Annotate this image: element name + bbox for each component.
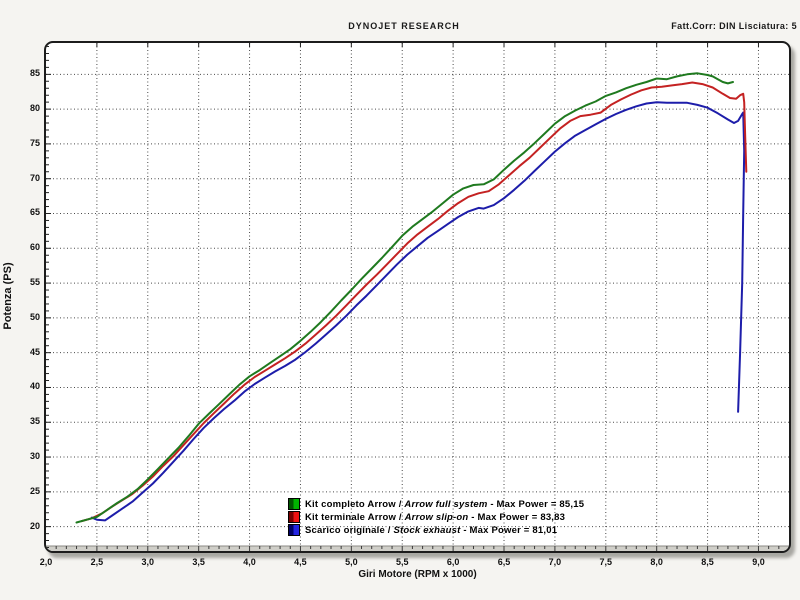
x-tick-label: 6,0 — [446, 557, 460, 567]
y-tick-label: 65 — [29, 207, 40, 218]
y-tick-label: 40 — [29, 381, 40, 392]
legend-label: Scarico originale / Stock exhaust - Max … — [305, 524, 558, 536]
y-tick-label: 50 — [29, 311, 40, 322]
y-tick-label: 35 — [29, 416, 40, 427]
legend-color-chip — [288, 498, 300, 510]
legend-item: Kit terminale Arrow / Arrow slip-on - Ma… — [288, 511, 584, 523]
x-tick-label: 3,0 — [141, 557, 155, 567]
legend-color-chip — [288, 524, 300, 536]
x-tick-label: 5,5 — [395, 557, 409, 567]
x-tick-label: 2,0 — [39, 557, 53, 567]
correction-info: Fatt.Corr: DIN Lisciatura: 5 — [671, 21, 797, 31]
y-tick-label: 30 — [29, 451, 40, 462]
y-tick-label: 85 — [29, 68, 40, 79]
y-tick-label: 60 — [29, 242, 40, 253]
y-tick-label: 20 — [29, 520, 40, 531]
y-tick-label: 70 — [29, 172, 40, 183]
x-tick-label: 6,5 — [497, 557, 511, 567]
plot-frame — [44, 41, 791, 553]
x-tick-label: 8,5 — [701, 557, 714, 567]
x-tick-label: 4,5 — [294, 557, 307, 567]
x-tick-label: 8,0 — [650, 557, 663, 567]
x-tick-label: 2,5 — [90, 557, 104, 567]
y-tick-label: 80 — [29, 103, 40, 114]
legend-label: Kit completo Arrow / Arrow full system -… — [305, 498, 585, 510]
legend-item: Kit completo Arrow / Arrow full system -… — [288, 498, 584, 510]
page-title: DYNOJET RESEARCH — [348, 21, 460, 31]
legend: Kit completo Arrow / Arrow full system -… — [288, 498, 584, 536]
power-curve — [75, 72, 734, 524]
legend-item: Scarico originale / Stock exhaust - Max … — [288, 524, 584, 536]
power-curves-plot — [46, 43, 789, 551]
y-tick-label: 45 — [29, 346, 40, 357]
power-curve — [90, 101, 746, 522]
x-tick-label: 4,0 — [243, 557, 256, 567]
x-tick-label: 7,5 — [599, 557, 613, 567]
x-tick-label: 9,0 — [752, 557, 765, 567]
x-tick-label: 3,5 — [192, 557, 205, 567]
y-tick-label: 25 — [29, 485, 40, 496]
x-axis-title: Giri Motore (RPM x 1000) — [358, 569, 477, 580]
y-axis-title: Potenza (PS) — [2, 262, 14, 330]
x-tick-label: 5,0 — [345, 557, 358, 567]
legend-label: Kit terminale Arrow / Arrow slip-on - Ma… — [305, 511, 566, 523]
power-curve — [80, 81, 748, 523]
legend-color-chip — [288, 511, 300, 523]
x-axis-bar — [46, 546, 789, 551]
y-tick-label: 55 — [29, 277, 40, 288]
y-tick-label: 75 — [29, 137, 40, 148]
x-tick-label: 7,0 — [548, 557, 562, 567]
